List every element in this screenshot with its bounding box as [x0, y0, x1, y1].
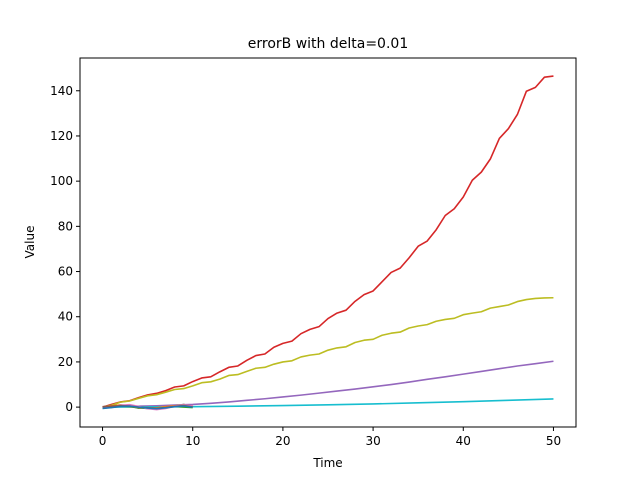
- x-tick-label: 50: [546, 434, 561, 448]
- series-line-1: [102, 75, 554, 408]
- x-tick-label: 10: [185, 434, 200, 448]
- plot-frame: [79, 57, 577, 428]
- y-tick-label: 80: [58, 219, 73, 233]
- y-tick-label: 100: [50, 174, 73, 188]
- y-tick-label: 120: [50, 129, 73, 143]
- x-axis-label: Time: [312, 456, 342, 470]
- series-line-10: [102, 405, 193, 410]
- series-group: [102, 75, 554, 411]
- y-axis: 0 20 40 60 80 100 120 140: [50, 84, 80, 414]
- y-tick-label: 40: [58, 310, 73, 324]
- series-line-2: [102, 296, 554, 408]
- chart-title: errorB with delta=0.01: [248, 36, 408, 52]
- x-tick-label: 20: [275, 434, 290, 448]
- y-tick-label: 60: [58, 265, 73, 279]
- x-tick-label: 40: [456, 434, 471, 448]
- y-tick-label: 20: [58, 355, 73, 369]
- x-axis: 0 10 20 30 40 50: [99, 427, 561, 448]
- x-tick-label: 30: [365, 434, 380, 448]
- y-tick-label: 140: [50, 84, 73, 98]
- x-tick-label: 0: [99, 434, 107, 448]
- y-tick-label: 0: [65, 400, 73, 414]
- y-axis-label: Value: [23, 226, 37, 259]
